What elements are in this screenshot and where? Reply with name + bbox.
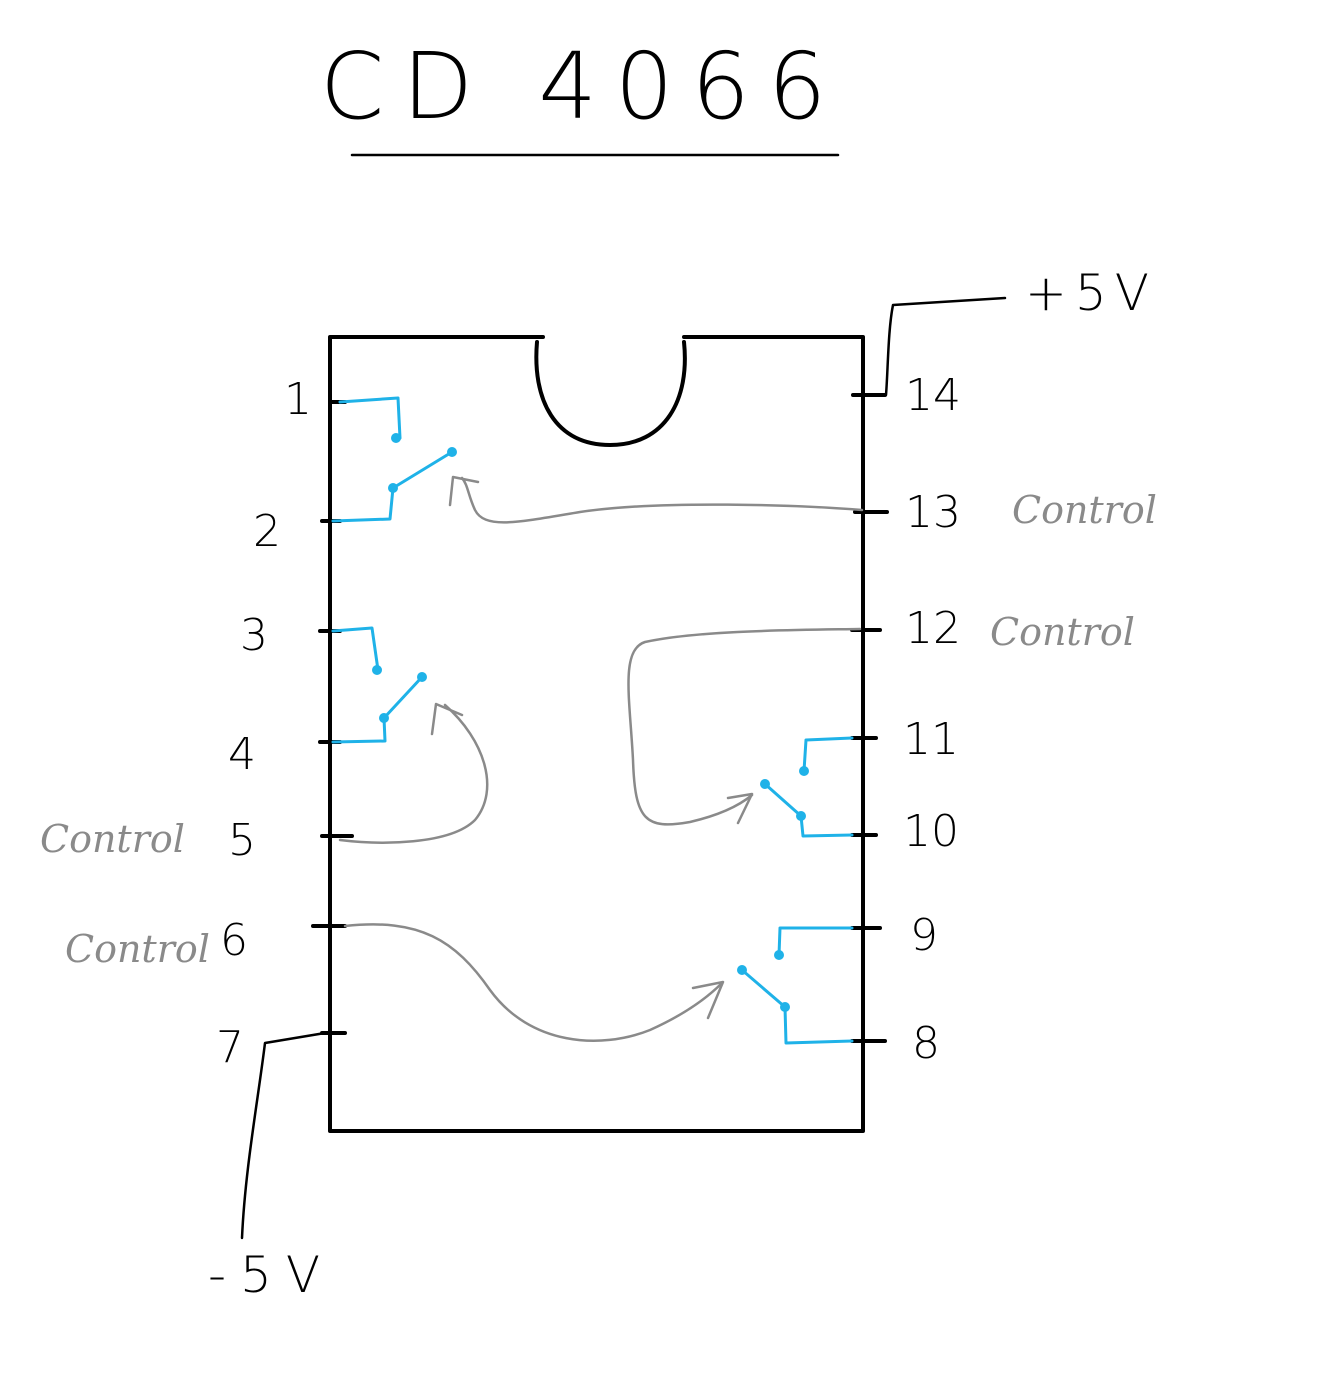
pin-number-14: 14 — [905, 370, 961, 421]
pin-number-7: 7 — [216, 1022, 244, 1073]
pin-number-5: 5 — [228, 815, 256, 866]
switch-c-pins-10-11 — [760, 736, 854, 838]
pin-number-6: 6 — [220, 915, 248, 966]
pin-number-3: 3 — [240, 610, 268, 661]
pin-number-8: 8 — [912, 1018, 940, 1069]
pin-number-13: 13 — [905, 487, 961, 538]
control-label-pin-12: Control — [990, 610, 1135, 654]
control-wire-5 — [338, 702, 489, 844]
pin-number-4: 4 — [228, 729, 256, 780]
positive-supply-wire — [878, 296, 1007, 397]
control-wire-13 — [448, 475, 864, 524]
switch-b-pins-3-4 — [331, 626, 427, 744]
control-wire-12 — [627, 627, 862, 826]
pin-numbers: 1 2 3 4 5 6 7 14 13 12 11 10 9 8 — [216, 370, 961, 1073]
analog-switches — [331, 396, 854, 1045]
pin-number-12: 12 — [905, 603, 961, 654]
control-wires — [338, 475, 864, 1042]
pin-number-9: 9 — [910, 910, 938, 961]
pin-number-2: 2 — [253, 506, 281, 557]
switch-a-pins-1-2 — [331, 396, 457, 523]
pin-number-10: 10 — [903, 806, 959, 857]
negative-supply-wire — [240, 1031, 327, 1240]
control-labels: Control Control Control Control — [40, 488, 1157, 971]
chip-body — [328, 335, 865, 1133]
pin-stubs — [311, 393, 889, 1043]
switch-d-pins-8-9 — [737, 926, 854, 1045]
pin-number-11: 11 — [903, 714, 959, 765]
control-label-pin-6: Control — [65, 927, 210, 971]
control-label-pin-13: Control — [1012, 488, 1157, 532]
control-wire-6 — [343, 923, 725, 1042]
control-label-pin-5: Control — [40, 817, 185, 861]
positive-supply-label: +5V — [1025, 264, 1157, 322]
chip-title: CD 4066 — [320, 33, 844, 140]
negative-supply-label: -5V — [208, 1246, 334, 1304]
chip-notch — [534, 340, 687, 447]
pin-number-1: 1 — [284, 374, 312, 425]
